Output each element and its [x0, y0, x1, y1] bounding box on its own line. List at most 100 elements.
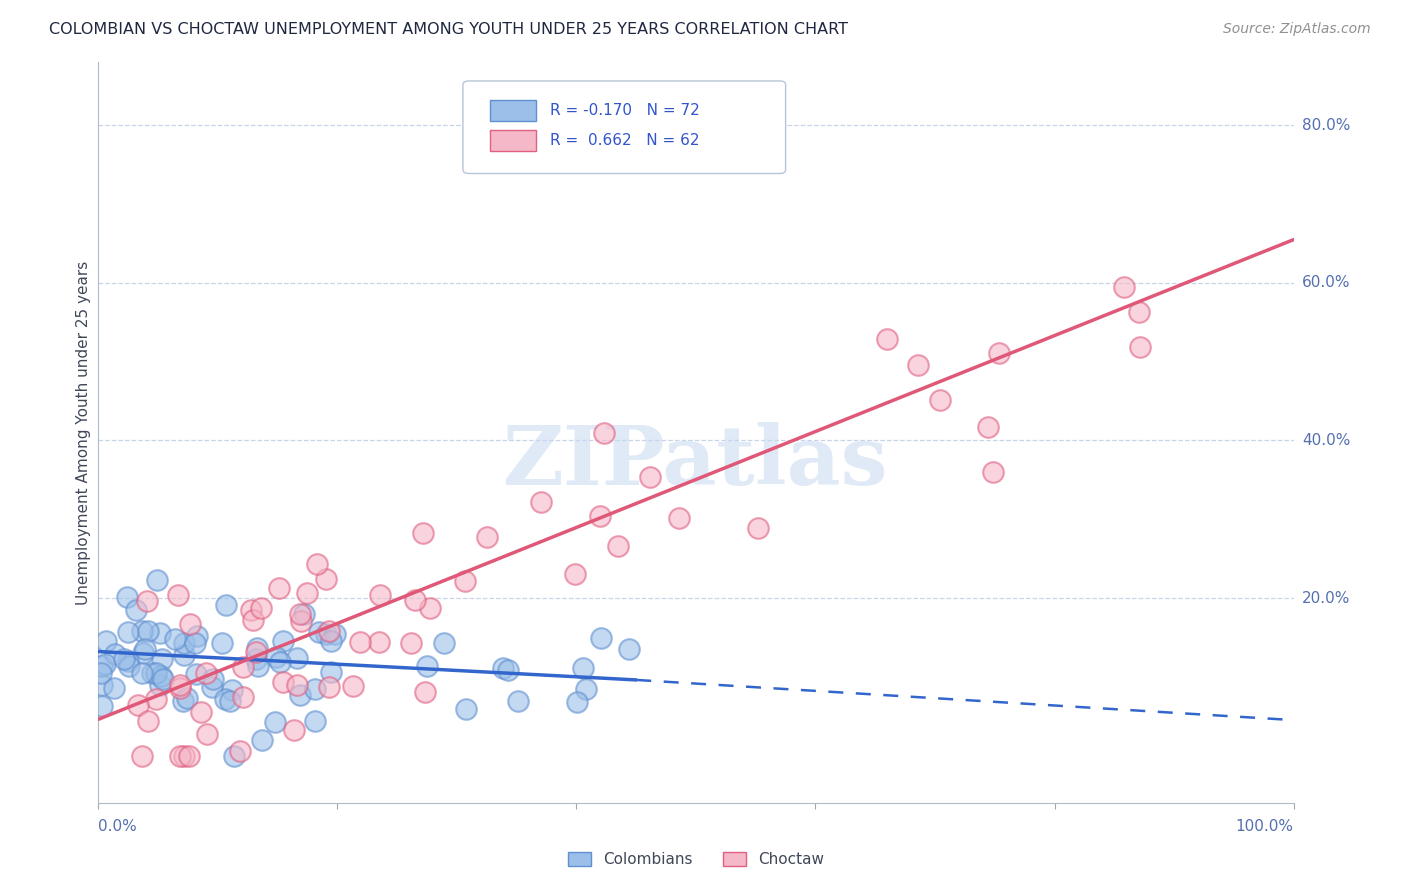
- Point: [271, 633, 294, 648]
- Text: 60.0%: 60.0%: [1302, 276, 1350, 291]
- Point: [94, 657, 117, 671]
- Point: [747, 521, 769, 535]
- Text: R =  0.662   N = 62: R = 0.662 N = 62: [550, 133, 700, 148]
- Point: [117, 654, 139, 668]
- Point: [295, 586, 318, 600]
- Point: [399, 636, 422, 650]
- Point: [264, 650, 287, 665]
- Point: [150, 651, 173, 665]
- Point: [290, 607, 312, 622]
- Point: [117, 658, 139, 673]
- Point: [190, 706, 212, 720]
- Point: [508, 694, 530, 708]
- Point: [929, 393, 952, 408]
- FancyBboxPatch shape: [463, 81, 786, 173]
- Point: [172, 694, 194, 708]
- Point: [349, 635, 371, 649]
- Legend: Colombians, Choctaw: Colombians, Choctaw: [561, 846, 831, 873]
- Point: [115, 590, 138, 604]
- Point: [91, 678, 114, 692]
- Point: [221, 683, 243, 698]
- Point: [368, 635, 391, 649]
- Point: [246, 659, 269, 673]
- Point: [179, 617, 201, 632]
- Point: [240, 602, 263, 616]
- Point: [267, 581, 290, 595]
- Point: [167, 588, 190, 602]
- Text: R = -0.170   N = 72: R = -0.170 N = 72: [550, 103, 700, 118]
- Point: [195, 726, 218, 740]
- Point: [305, 557, 328, 571]
- Point: [163, 632, 186, 646]
- Point: [567, 695, 589, 709]
- Point: [977, 420, 1000, 434]
- Point: [419, 601, 441, 615]
- Point: [131, 665, 153, 680]
- Point: [492, 661, 515, 675]
- Point: [135, 594, 157, 608]
- Point: [173, 648, 195, 663]
- Point: [290, 688, 312, 702]
- Point: [214, 691, 236, 706]
- Point: [404, 593, 426, 607]
- Point: [224, 748, 246, 763]
- Point: [668, 511, 690, 525]
- Point: [141, 665, 163, 680]
- Point: [292, 607, 315, 621]
- Point: [454, 574, 477, 588]
- Point: [176, 691, 198, 706]
- Point: [285, 678, 308, 692]
- Point: [114, 652, 136, 666]
- Bar: [491, 130, 536, 151]
- Point: [308, 625, 330, 640]
- Point: [131, 624, 153, 639]
- Point: [283, 723, 305, 738]
- Text: Source: ZipAtlas.com: Source: ZipAtlas.com: [1223, 22, 1371, 37]
- Point: [169, 681, 191, 696]
- Point: [103, 681, 125, 695]
- Point: [318, 624, 340, 638]
- Point: [572, 661, 595, 675]
- Point: [290, 615, 312, 629]
- Point: [1129, 340, 1152, 354]
- Point: [169, 678, 191, 692]
- Point: [136, 714, 159, 728]
- Point: [433, 636, 456, 650]
- Point: [413, 685, 436, 699]
- Point: [131, 748, 153, 763]
- Point: [606, 539, 628, 553]
- Point: [988, 346, 1011, 360]
- Text: 20.0%: 20.0%: [1302, 591, 1350, 606]
- Text: 0.0%: 0.0%: [98, 819, 138, 833]
- Point: [201, 680, 224, 694]
- Point: [368, 588, 391, 602]
- Point: [232, 660, 254, 674]
- Point: [138, 624, 160, 638]
- Point: [264, 714, 287, 729]
- Point: [575, 682, 598, 697]
- Text: COLOMBIAN VS CHOCTAW UNEMPLOYMENT AMONG YOUTH UNDER 25 YEARS CORRELATION CHART: COLOMBIAN VS CHOCTAW UNEMPLOYMENT AMONG …: [49, 22, 848, 37]
- Point: [104, 647, 127, 661]
- Point: [232, 690, 254, 704]
- Point: [245, 651, 267, 665]
- Point: [183, 636, 205, 650]
- Point: [319, 665, 342, 679]
- Point: [876, 332, 898, 346]
- Point: [125, 603, 148, 617]
- Point: [173, 636, 195, 650]
- Point: [315, 572, 337, 586]
- Point: [117, 624, 139, 639]
- Point: [229, 744, 252, 758]
- Y-axis label: Unemployment Among Youth under 25 years: Unemployment Among Youth under 25 years: [76, 260, 91, 605]
- Point: [195, 665, 218, 680]
- Point: [127, 698, 149, 713]
- Point: [285, 650, 308, 665]
- Point: [90, 666, 112, 681]
- Text: 80.0%: 80.0%: [1302, 118, 1350, 133]
- Point: [179, 748, 201, 763]
- Point: [245, 644, 267, 658]
- Point: [271, 674, 294, 689]
- Point: [146, 573, 169, 587]
- Point: [149, 669, 172, 683]
- Point: [498, 663, 520, 677]
